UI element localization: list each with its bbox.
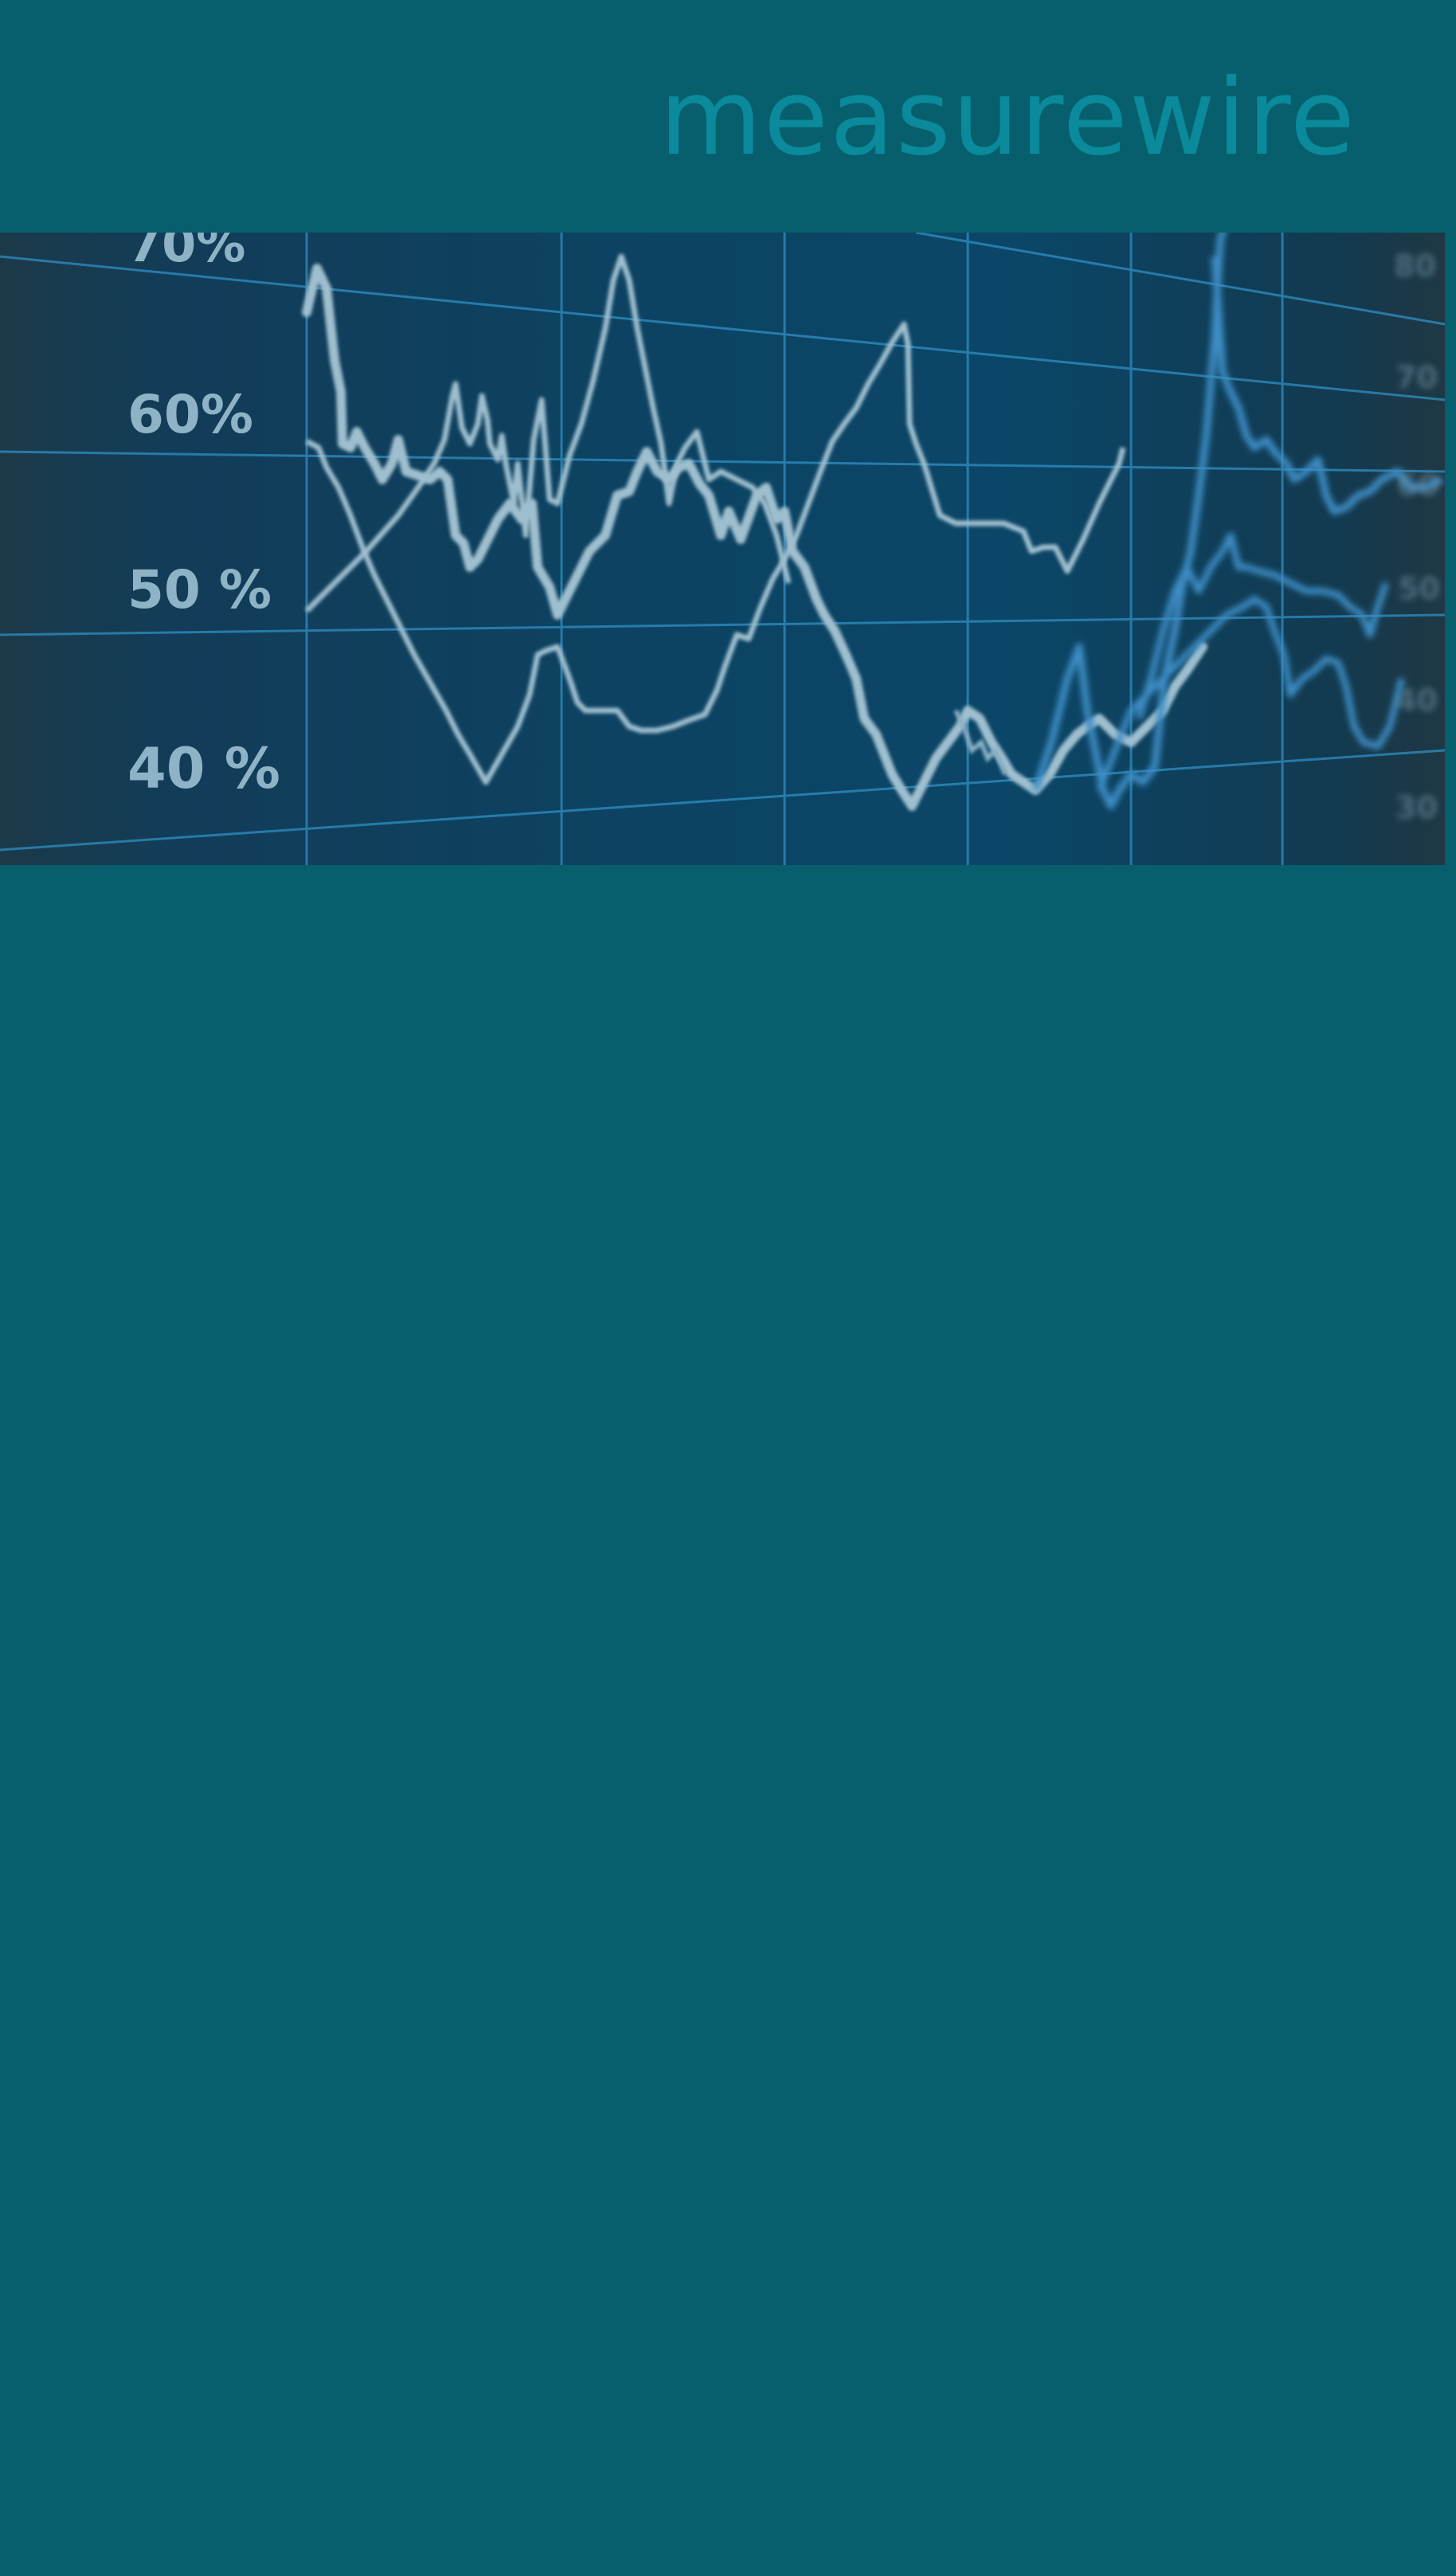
logo-wordmark: measurewire [660, 57, 1356, 179]
svg-text:80: 80 [1394, 249, 1436, 284]
series-line-thin-a [304, 253, 792, 613]
hero-chart-image: 80 70 60 50 40 30 70% 60% 50 % 40 % [0, 233, 1445, 865]
content-area [0, 865, 1456, 2576]
stock-chart-graphic: 80 70 60 50 40 30 [0, 233, 1445, 865]
header-bar: measurewire [0, 0, 1456, 233]
measurewire-logo[interactable]: measurewire [660, 65, 1424, 182]
series-line-thick [302, 264, 1207, 811]
svg-text:40: 40 [1395, 683, 1438, 718]
svg-text:70: 70 [1395, 360, 1438, 395]
svg-text:30: 30 [1395, 790, 1438, 825]
y-tick-label: 60% [127, 384, 253, 445]
svg-text:60: 60 [1397, 468, 1439, 503]
y-tick-label: 70% [127, 233, 246, 273]
svg-text:50: 50 [1398, 571, 1440, 606]
y-tick-label: 50 % [127, 559, 272, 621]
series-line-thin-b [305, 321, 1126, 785]
y-tick-label: 40 % [127, 736, 280, 801]
